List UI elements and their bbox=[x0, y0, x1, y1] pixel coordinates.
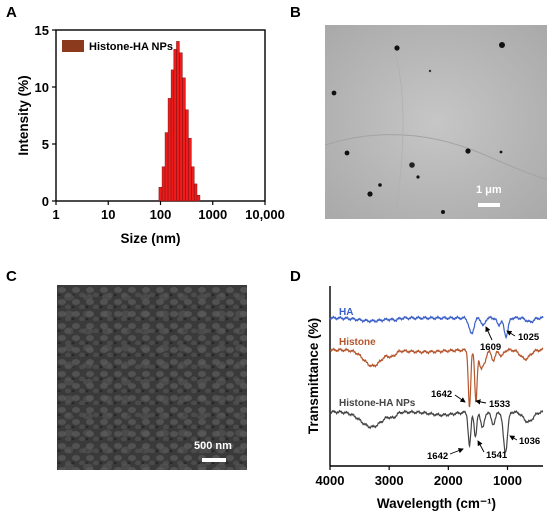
sem-texture bbox=[57, 285, 247, 470]
legend-label-a: Histone-HA NPs bbox=[89, 41, 173, 53]
x-tick-label-a: 1 bbox=[52, 207, 59, 222]
tem-scale-bar bbox=[478, 203, 500, 207]
peak-arrow bbox=[449, 448, 464, 455]
y-tick-label-a: 5 bbox=[42, 137, 49, 152]
spectrum-line bbox=[329, 347, 544, 408]
peak-label: 1025 bbox=[518, 332, 540, 343]
spectrum-line bbox=[329, 409, 544, 454]
sem-scale-label: 500 nm bbox=[194, 440, 232, 452]
series-label: HA bbox=[339, 307, 353, 318]
y-tick-label-a: 15 bbox=[35, 23, 49, 38]
peak-arrow bbox=[475, 399, 487, 405]
spectrum-line bbox=[329, 315, 544, 340]
peak-arrow bbox=[477, 440, 485, 453]
sem-micrograph: 500 nm bbox=[57, 285, 247, 470]
histogram-bar bbox=[193, 183, 198, 202]
peak-arrow bbox=[509, 435, 518, 441]
y-tick-label-a: 0 bbox=[42, 194, 49, 209]
panel-a-letter: A bbox=[6, 4, 17, 21]
x-axis-label-d: Wavelength (cm⁻¹) bbox=[377, 496, 496, 511]
panel-b-letter: B bbox=[290, 4, 301, 21]
peak-label: 1642 bbox=[431, 389, 452, 400]
tem-particles bbox=[325, 25, 547, 219]
histogram-bar bbox=[196, 195, 201, 202]
peak-arrow bbox=[485, 326, 493, 341]
peak-label: 1541 bbox=[486, 450, 508, 461]
x-axis-label-a: Size (nm) bbox=[120, 231, 180, 246]
x-tick-label-d: 1000 bbox=[493, 473, 522, 488]
panel-c-letter: C bbox=[6, 268, 17, 285]
x-tick-label-a: 1000 bbox=[198, 207, 227, 222]
x-tick-label-a: 10 bbox=[101, 207, 115, 222]
x-tick-label-a: 100 bbox=[150, 207, 172, 222]
sem-scale-bar bbox=[202, 458, 226, 462]
panel-d-letter: D bbox=[290, 268, 301, 285]
peak-label: 1036 bbox=[519, 436, 540, 447]
peak-label: 1642 bbox=[427, 451, 448, 462]
peak-arrow bbox=[506, 330, 516, 337]
peak-label: 1533 bbox=[489, 399, 510, 410]
x-tick-label-a: 10,000 bbox=[245, 207, 285, 222]
legend-swatch-a bbox=[62, 40, 84, 52]
peak-arrow bbox=[454, 394, 466, 403]
peak-label: 1609 bbox=[480, 342, 501, 353]
y-tick-label-a: 10 bbox=[35, 80, 49, 95]
x-tick-label-d: 2000 bbox=[434, 473, 463, 488]
y-axis-label-a: Intensity (%) bbox=[16, 75, 31, 155]
y-axis-label-d: Transmittance (%) bbox=[306, 318, 321, 434]
series-label: Histone bbox=[339, 337, 376, 348]
tem-micrograph: 1 μm bbox=[325, 25, 547, 219]
x-tick-label-d: 4000 bbox=[316, 473, 345, 488]
series-label: Histone-HA NPs bbox=[339, 398, 416, 409]
x-tick-label-d: 3000 bbox=[375, 473, 404, 488]
tem-scale-label: 1 μm bbox=[476, 184, 502, 196]
